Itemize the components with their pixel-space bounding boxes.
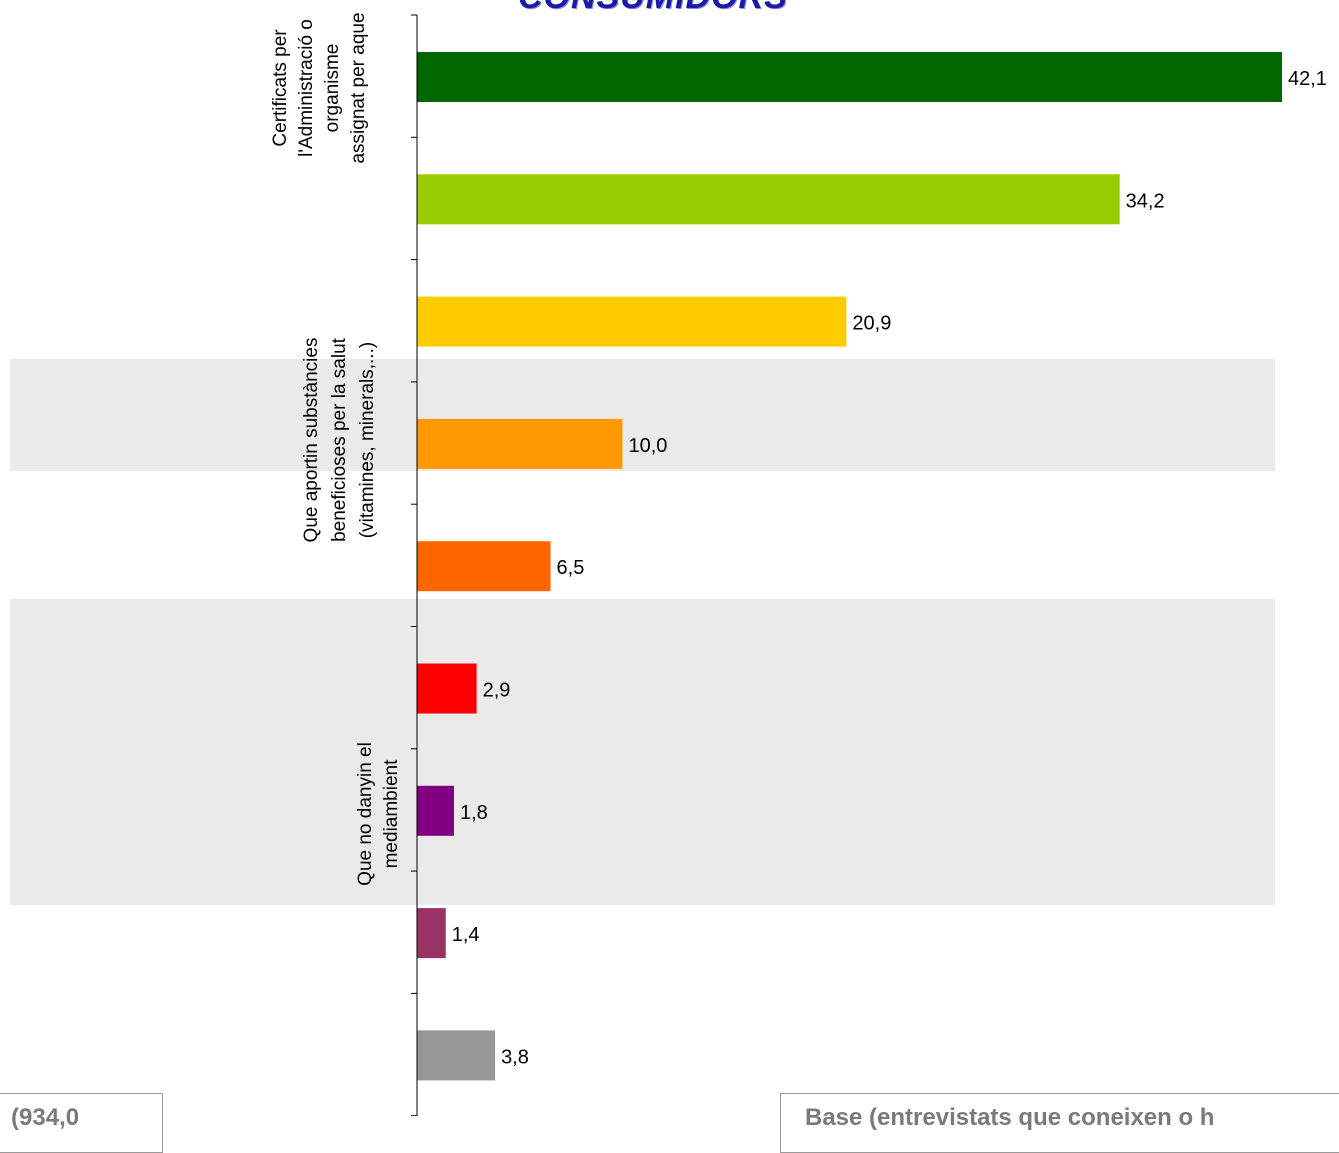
category-label-1-line-2: l'Administració o: [296, 19, 317, 157]
category-label-3-line-2: mediambient: [381, 759, 402, 868]
bar-value-label-6: 2,9: [483, 680, 511, 702]
bar-value-label-7: 1,8: [460, 802, 488, 824]
category-label-3: Que no danyin el mediambient: [355, 742, 402, 886]
band-2: [10, 599, 1275, 905]
category-label-1-line-4: assignat per aque: [348, 12, 369, 163]
category-label-1: Certificats per l'Administració o organism…: [270, 12, 369, 163]
bar-chart: 42,1 34,2 20,9 10,0 6,5 2,9 1,8 1,4 3,8 Certifica…: [10, 12, 1327, 1116]
category-label-2-line-3: (vitamines, minerals,...): [357, 342, 378, 538]
sample-size-box: (934,0: [0, 1093, 163, 1153]
bar-value-label-5: 6,5: [557, 557, 585, 579]
base-note-box: Base (entrevistats que coneixen o h: [780, 1093, 1339, 1153]
bar-2: [417, 174, 1120, 225]
bar-7: [417, 785, 454, 836]
bar-value-label-1: 42,1: [1288, 68, 1327, 90]
category-label-1-line-1: Certificats per: [270, 29, 291, 147]
bar-value-label-3: 20,9: [852, 313, 891, 335]
bar-8: [417, 908, 446, 959]
bar-1: [417, 52, 1282, 102]
category-label-3-line-1: Que no danyin el: [355, 742, 376, 886]
bar-3: [417, 296, 847, 347]
category-label-2-line-2: beneficioses per la salut: [329, 337, 350, 542]
category-label-2-line-1: Que aportin substàncies: [301, 338, 322, 543]
bar-value-label-4: 10,0: [628, 435, 667, 457]
bar-6: [417, 663, 477, 714]
category-label-2: Que aportin substàncies beneficioses per …: [301, 337, 378, 542]
bar-4: [417, 418, 623, 469]
bar-5: [417, 541, 551, 592]
bar-value-label-9: 3,8: [501, 1046, 529, 1068]
bar-9: [417, 1030, 496, 1081]
chart-title: CONSUMIDORS: [518, 0, 788, 17]
category-label-1-line-3: organisme: [322, 44, 343, 133]
band-1: [10, 359, 1275, 471]
bar-value-label-8: 1,4: [452, 924, 480, 946]
bar-value-label-2: 34,2: [1126, 190, 1165, 212]
